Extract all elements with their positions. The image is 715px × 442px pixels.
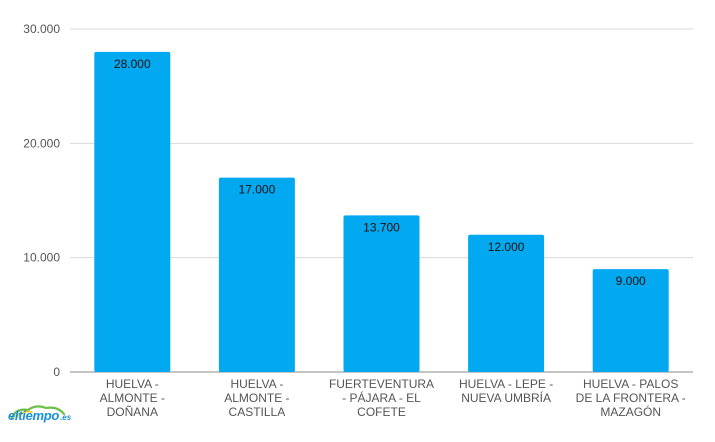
y-tick-label: 30.000 (23, 22, 60, 36)
eltiempo-logo: eltiempo .es (8, 405, 72, 423)
y-tick-label: 0 (53, 365, 60, 379)
logo-suffix: .es (60, 413, 72, 422)
category-label-line: HUELVA - PALOS (583, 377, 678, 391)
cloud-icon (10, 405, 66, 420)
category-label: HUELVA - LEPE -NUEVA UMBRÍA (459, 377, 553, 405)
category-label-line: COFETE (357, 405, 406, 419)
category-label-line: - PÁJARA - EL (342, 390, 421, 405)
bar (592, 269, 669, 372)
category-label: HUELVA -ALMONTE -CASTILLA (224, 377, 289, 419)
bar (218, 177, 295, 372)
data-labels: 28.000 17.000 13.700 12.000 9.000 (114, 57, 646, 288)
y-tick-label: 10.000 (23, 251, 60, 265)
category-label-line: DOÑANA (107, 405, 158, 419)
y-tick-label: 20.000 (23, 136, 60, 150)
data-label: 9.000 (616, 274, 646, 288)
bar (94, 51, 171, 372)
data-label: 17.000 (239, 183, 276, 197)
category-label-line: MAZAGÓN (600, 404, 661, 419)
category-label-line: NUEVA UMBRÍA (461, 390, 551, 405)
category-label-line: ALMONTE - (224, 391, 289, 405)
data-label: 12.000 (488, 240, 525, 254)
category-label-line: HUELVA - (230, 377, 283, 391)
category-label-line: HUELVA - LEPE - (459, 377, 553, 391)
data-label: 13.700 (363, 220, 400, 234)
category-label-line: CASTILLA (229, 405, 286, 419)
category-label: FUERTEVENTURA - PÁJARA - EL COFETE (329, 377, 434, 419)
category-label-line: DE LA FRONTERA - (576, 391, 686, 405)
bars (94, 51, 669, 372)
y-axis-tick-labels: 0 10.000 20.000 30.000 (23, 22, 60, 379)
category-label-line: HUELVA - (106, 377, 159, 391)
bar (468, 234, 545, 372)
category-label-line: FUERTEVENTURA (329, 377, 434, 391)
category-label: HUELVA - PALOS DE LA FRONTERA -MAZAGÓN (576, 377, 686, 419)
category-label: HUELVA -ALMONTE -DOÑANA (100, 377, 165, 419)
data-label: 28.000 (114, 57, 151, 71)
bar (343, 215, 420, 372)
category-label-line: ALMONTE - (100, 391, 165, 405)
logo-text: eltiempo (8, 408, 60, 423)
